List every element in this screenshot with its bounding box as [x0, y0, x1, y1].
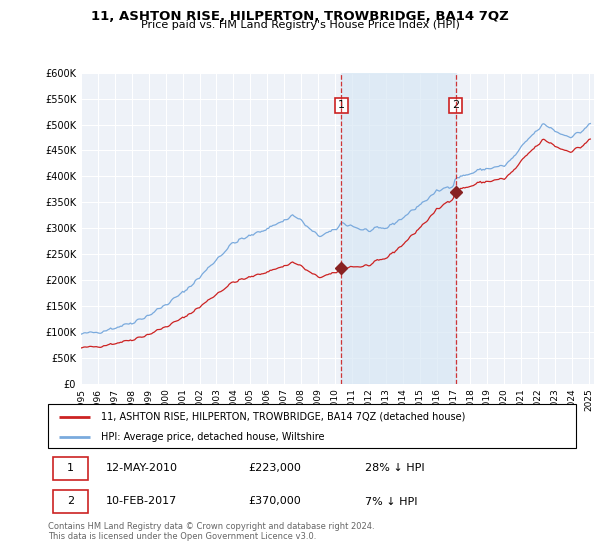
Text: 2: 2	[67, 497, 74, 506]
Text: 11, ASHTON RISE, HILPERTON, TROWBRIDGE, BA14 7QZ (detached house): 11, ASHTON RISE, HILPERTON, TROWBRIDGE, …	[101, 412, 465, 422]
Bar	[341, 73, 455, 384]
FancyBboxPatch shape	[48, 404, 576, 448]
Text: 28% ↓ HPI: 28% ↓ HPI	[365, 464, 424, 473]
Text: Price paid vs. HM Land Registry's House Price Index (HPI): Price paid vs. HM Land Registry's House …	[140, 20, 460, 30]
Text: £223,000: £223,000	[248, 464, 302, 473]
FancyBboxPatch shape	[53, 457, 88, 480]
Text: Contains HM Land Registry data © Crown copyright and database right 2024.
This d: Contains HM Land Registry data © Crown c…	[48, 522, 374, 542]
Text: 12-MAY-2010: 12-MAY-2010	[106, 464, 178, 473]
Text: 7% ↓ HPI: 7% ↓ HPI	[365, 497, 418, 506]
Text: 2: 2	[452, 100, 459, 110]
Text: 1: 1	[338, 100, 345, 110]
Text: 11, ASHTON RISE, HILPERTON, TROWBRIDGE, BA14 7QZ: 11, ASHTON RISE, HILPERTON, TROWBRIDGE, …	[91, 10, 509, 23]
Text: HPI: Average price, detached house, Wiltshire: HPI: Average price, detached house, Wilt…	[101, 432, 325, 442]
Text: 1: 1	[67, 464, 74, 473]
Text: 10-FEB-2017: 10-FEB-2017	[106, 497, 178, 506]
FancyBboxPatch shape	[53, 490, 88, 513]
Text: £370,000: £370,000	[248, 497, 301, 506]
